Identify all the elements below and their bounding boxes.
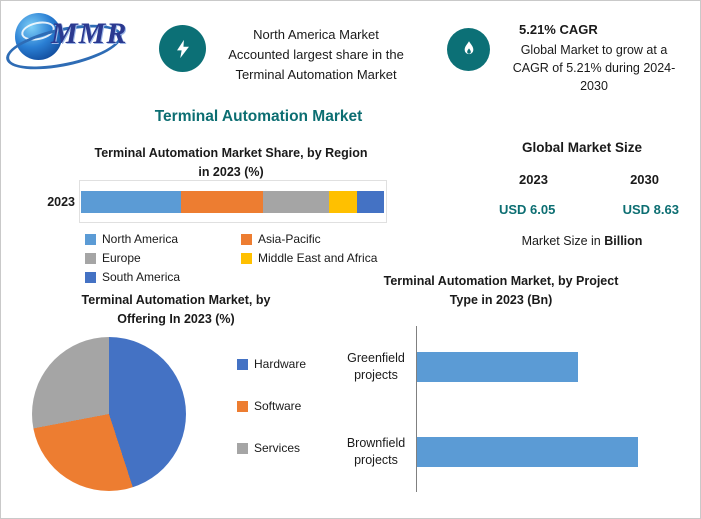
- bar-segment-asia-pacific: [180, 191, 263, 213]
- project-bar-label: Brownfield projects: [346, 436, 406, 467]
- bar-segment-europe: [262, 191, 330, 213]
- market-size-year-2023: 2023: [519, 172, 548, 187]
- market-size-years: 2023 2030: [469, 172, 695, 187]
- page-title: Terminal Automation Market: [154, 108, 363, 125]
- legend-item: Europe: [85, 251, 241, 265]
- legend-swatch: [85, 271, 96, 283]
- project-bar-row: Greenfield projects: [339, 350, 669, 383]
- offering-legend: Hardware Software Services: [237, 357, 306, 455]
- project-bar-track: [417, 351, 669, 382]
- legend-label: Middle East and Africa: [258, 251, 378, 265]
- legend-item: Hardware: [237, 357, 306, 371]
- lightning-bolt-glyph: [176, 39, 189, 58]
- lightning-bolt-icon: [159, 25, 206, 72]
- bar-segment-middle-east-and-africa: [329, 191, 357, 213]
- project-chart: Greenfield projects Brownfield projects: [339, 324, 669, 494]
- project-chart-title: Terminal Automation Market, by Project T…: [383, 274, 619, 308]
- project-bar-row: Brownfield projects: [339, 435, 669, 468]
- region-stacked-bar: [81, 191, 384, 213]
- flame-glyph: [464, 40, 473, 54]
- market-size-note-prefix: Market Size in: [521, 234, 605, 248]
- legend-label: Software: [254, 399, 302, 413]
- project-chart-axis: [416, 326, 417, 492]
- legend-item: Middle East and Africa: [241, 251, 397, 265]
- market-size-value-2030: USD 8.63: [622, 202, 679, 217]
- region-legend: North America Asia-Pacific Europe Middle Ea…: [85, 232, 397, 289]
- region-callout-text: North America Market Accounted largest s…: [228, 27, 404, 83]
- legend-swatch: [237, 358, 248, 370]
- legend-label: Services: [254, 441, 301, 455]
- legend-swatch: [85, 233, 96, 245]
- region-chart-title: Terminal Automation Market Share, by Reg…: [94, 146, 368, 180]
- legend-swatch: [237, 442, 248, 454]
- legend-label: South America: [102, 270, 181, 284]
- region-chart-category-label: 2023: [47, 195, 75, 209]
- project-bar-greenfield-projects: [417, 351, 578, 382]
- legend-item: North America: [85, 232, 241, 246]
- offering-pie: [32, 337, 186, 491]
- legend-item: Services: [237, 441, 306, 455]
- legend-swatch: [237, 400, 248, 412]
- cagr-value-title: 5.21% CAGR: [519, 22, 598, 37]
- logo-globe-icon: [15, 13, 62, 60]
- market-size-note: Market Size in Billion: [469, 234, 695, 248]
- legend-item: Asia-Pacific: [241, 232, 397, 246]
- project-bar-label: Greenfield projects: [347, 351, 405, 382]
- market-size-note-unit: Billion: [604, 234, 643, 248]
- project-chart-rows: Greenfield projects Brownfield projects: [339, 324, 669, 494]
- legend-label: North America: [102, 232, 179, 246]
- market-size-title: Global Market Size: [521, 140, 643, 155]
- offering-chart-title: Terminal Automation Market, by Offering …: [81, 293, 271, 327]
- region-chart-plot-area: [79, 180, 387, 223]
- logo-brand-text: MMR: [51, 17, 128, 50]
- market-size-value-2023: USD 6.05: [499, 202, 556, 217]
- bar-segment-north-america: [81, 191, 181, 213]
- flame-icon: [447, 28, 490, 71]
- legend-swatch: [85, 252, 96, 264]
- legend-swatch: [241, 233, 252, 245]
- bar-segment-south-america: [356, 191, 384, 213]
- legend-item: Software: [237, 399, 306, 413]
- market-size-year-2030: 2030: [630, 172, 659, 187]
- cagr-callout-text: Global Market to grow at a CAGR of 5.21%…: [512, 43, 676, 94]
- legend-item: South America: [85, 270, 241, 284]
- legend-swatch: [241, 252, 252, 264]
- project-bar-brownfield-projects: [417, 436, 638, 467]
- market-size-values: USD 6.05 USD 8.63: [469, 202, 695, 217]
- legend-label: Europe: [102, 251, 141, 265]
- legend-label: Asia-Pacific: [258, 232, 321, 246]
- project-bar-track: [417, 436, 669, 467]
- legend-label: Hardware: [254, 357, 307, 371]
